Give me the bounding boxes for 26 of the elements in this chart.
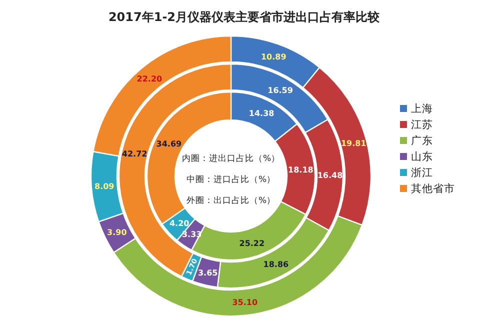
data-label: 8.09 <box>94 182 115 191</box>
data-label: 16.48 <box>317 170 344 180</box>
data-label: 35.10 <box>232 298 258 308</box>
data-label: 34.69 <box>156 140 182 149</box>
legend-label: 浙江 <box>411 166 433 179</box>
data-label: 3.90 <box>107 228 128 237</box>
text: 内圈：进出口占比（%） <box>182 153 280 164</box>
data-label: 19.81 <box>340 138 367 148</box>
legend-label: 上海 <box>411 102 433 115</box>
data-label: 25.22 <box>239 238 265 248</box>
legend-label: 山东 <box>411 150 433 163</box>
legend-label: 江苏 <box>411 118 433 131</box>
data-label: 4.20 <box>169 219 190 228</box>
data-label: 10.89 <box>260 52 287 62</box>
chart-title: 2017年1-2月仪器仪表主要省市进出口占有率比较 <box>108 10 381 24</box>
data-label: 3.65 <box>198 268 218 278</box>
legend-label: 其他省市 <box>411 182 455 195</box>
data-label: 22.20 <box>136 74 163 84</box>
text: 中圈：进口占比（%） <box>186 174 276 185</box>
data-label: 16.59 <box>268 86 294 96</box>
data-label: 18.18 <box>288 165 314 174</box>
data-label: 18.86 <box>263 260 290 270</box>
data-label: 14.38 <box>248 109 275 118</box>
legend-label: 广东 <box>411 134 433 147</box>
text: 外圈：出口占比（%） <box>186 195 276 206</box>
data-label: 42.72 <box>122 150 148 159</box>
